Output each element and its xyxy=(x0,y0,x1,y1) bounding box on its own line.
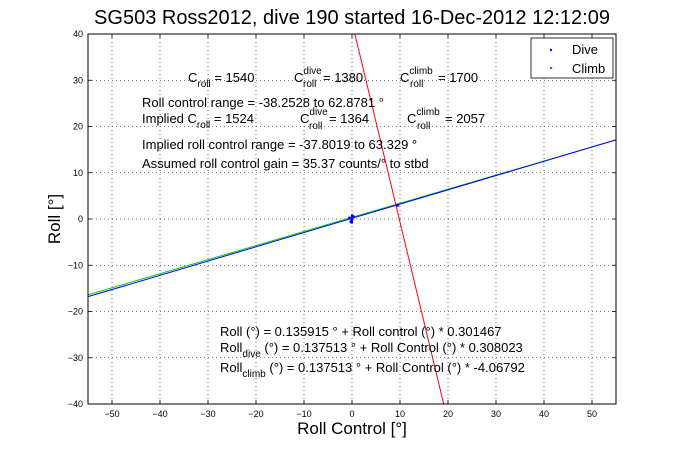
y-tick-label: −10 xyxy=(68,260,83,270)
annotation-croll-dive-value: = 1380 xyxy=(323,70,363,85)
annotation-croll: Croll = 1540 xyxy=(188,70,254,90)
annotation-croll-dive: Cdive xyxy=(294,66,322,85)
x-tick-label: 40 xyxy=(539,409,549,419)
annotation-croll-climb-sub: roll xyxy=(410,79,423,90)
x-tick-label: 20 xyxy=(443,409,453,419)
chart-title: SG503 Ross2012, dive 190 started 16-Dec-… xyxy=(94,7,610,29)
y-tick-label: 30 xyxy=(73,75,83,85)
annotation-roll-control-range: Roll control range = -38.2528 to 62.8781… xyxy=(142,95,384,110)
axis-ticks: −50 −40 −30 −20 −10 0 10 20 30 40 50 −40 −30 −20 −10 0 1… xyxy=(68,29,616,419)
annotation-gain: Assumed roll control gain = 35.37 counts… xyxy=(142,156,429,171)
y-tick-label: −20 xyxy=(68,307,83,317)
annotation-croll-climb: Cclimb xyxy=(400,66,433,85)
y-tick-label: 0 xyxy=(78,214,83,224)
y-tick-label: 40 xyxy=(73,29,83,39)
x-tick-label: −10 xyxy=(296,409,311,419)
annotations: Croll = 1540 Cdive roll = 1380 Cclimb ro… xyxy=(142,66,525,380)
x-tick-label: 30 xyxy=(491,409,501,419)
annotation-implied-croll-dive: Cdive xyxy=(300,107,328,126)
y-tick-label: −30 xyxy=(68,353,83,363)
annotation-implied-croll-climb-value: = 2057 xyxy=(445,111,485,126)
plot-area-frame xyxy=(87,33,617,405)
grid-lines xyxy=(88,34,616,404)
data-point-dive xyxy=(396,203,400,207)
x-tick-label: 10 xyxy=(395,409,405,419)
x-tick-label: −30 xyxy=(200,409,215,419)
annotation-dive-equation: Rolldive (°) = 0.137513 ° + Roll Control… xyxy=(220,340,523,360)
x-tick-label: 0 xyxy=(349,409,354,419)
x-tick-label: −40 xyxy=(152,409,167,419)
y-tick-label: −40 xyxy=(68,399,83,409)
legend-dive-marker xyxy=(549,48,553,52)
annotation-fit-equation: Roll (°) = 0.135915 ° + Roll control (°)… xyxy=(220,324,502,339)
legend-box xyxy=(530,37,614,79)
annotation-implied-range: Implied roll control range = -37.8019 to… xyxy=(142,137,417,152)
legend-climb-marker xyxy=(549,66,553,70)
annotation-croll-dive-sub: roll xyxy=(303,79,316,90)
annotation-implied-croll: Implied Croll = 1524 xyxy=(142,111,254,131)
x-tick-label: −20 xyxy=(248,409,263,419)
annotation-croll-climb-value: = 1700 xyxy=(438,70,478,85)
annotation-climb-equation: Rollclimb (°) = 0.137513 ° + Roll Contro… xyxy=(220,360,525,380)
y-tick-label: 20 xyxy=(73,122,83,132)
x-tick-label: −50 xyxy=(104,409,119,419)
annotation-implied-croll-climb-sub: roll xyxy=(417,121,430,132)
y-tick-label: 10 xyxy=(73,168,83,178)
y-axis-label: Roll [°] xyxy=(45,194,64,244)
legend: Dive Climb xyxy=(530,37,614,79)
legend-dive-label: Dive xyxy=(572,42,598,57)
x-axis-label: Roll Control [°] xyxy=(297,419,407,438)
legend-climb-label: Climb xyxy=(572,61,605,76)
fit-line xyxy=(354,34,445,404)
x-tick-label: 50 xyxy=(587,409,597,419)
data-series xyxy=(88,34,616,404)
annotation-implied-croll-climb: Cclimb xyxy=(407,107,440,126)
data-point-dive xyxy=(348,216,352,220)
annotation-implied-croll-dive-value: = 1364 xyxy=(329,111,369,126)
annotation-implied-croll-dive-sub: roll xyxy=(309,121,322,132)
